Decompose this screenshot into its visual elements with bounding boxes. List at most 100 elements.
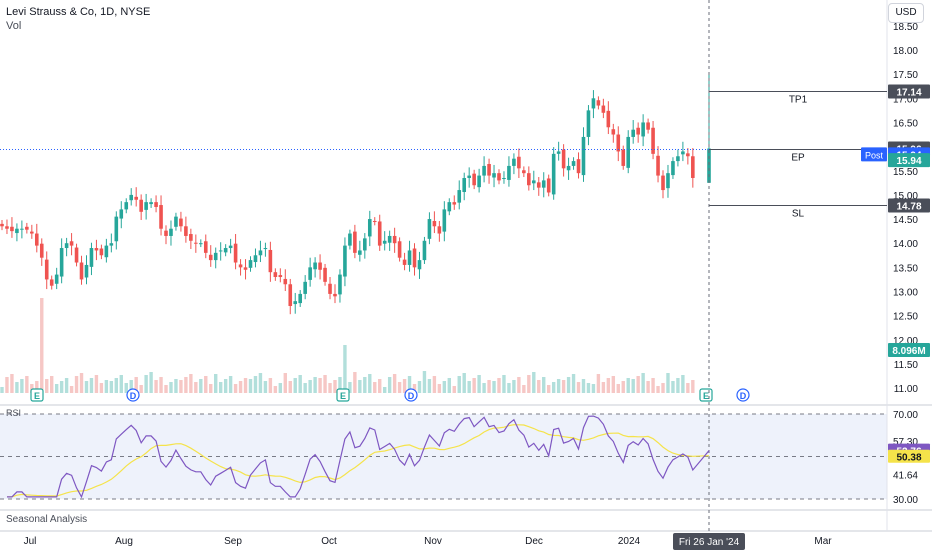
volume-bar: [422, 371, 427, 393]
volume-bar: [308, 380, 312, 393]
candle-body: [283, 278, 288, 285]
volume-bar: [20, 379, 24, 393]
candle-body: [328, 283, 332, 294]
volume-bar: [412, 384, 417, 393]
volume-bar: [492, 381, 496, 393]
candle-body: [412, 248, 417, 268]
volume-bar: [542, 377, 546, 393]
candle-body: [174, 216, 178, 227]
candle-body: [139, 199, 143, 212]
volume-bar: [258, 373, 263, 393]
candle-body: [616, 134, 621, 152]
volume-bar: [482, 383, 486, 393]
volume-bar: [646, 381, 650, 393]
volume-bar: [99, 383, 104, 393]
candle-body: [576, 159, 581, 174]
crosshair-date-label: Fri 26 Jan '24: [679, 537, 740, 548]
candle-body: [676, 156, 680, 162]
volume-bar: [40, 298, 44, 393]
candle-body: [656, 155, 660, 176]
currency-button[interactable]: USD: [888, 3, 924, 23]
volume-bar: [636, 376, 640, 393]
volume-bar: [50, 376, 54, 393]
dividend-marker[interactable]: [404, 388, 418, 402]
time-tick-label: Sep: [224, 536, 242, 547]
volume-bar: [5, 377, 9, 393]
marker-letter: D: [130, 391, 137, 401]
volume-bar: [442, 381, 447, 393]
volume-bar: [139, 385, 143, 393]
candle-body: [546, 178, 551, 193]
volume-bar: [417, 381, 422, 393]
volume-bar: [507, 383, 511, 393]
post-tag-label: Post: [865, 150, 884, 160]
candle-body: [407, 250, 412, 265]
dividend-marker[interactable]: [736, 388, 750, 402]
candle-body: [343, 245, 347, 277]
candle-body: [189, 234, 193, 241]
candle-body: [707, 148, 711, 183]
volume-bar: [114, 378, 119, 393]
volume-bar: [184, 377, 188, 393]
level-price-sl: 14.78: [896, 202, 921, 213]
post-tag: [861, 147, 887, 162]
price-tick-label: 17.50: [893, 70, 918, 81]
candle-body: [636, 127, 640, 135]
candle-body: [10, 226, 14, 232]
price-tick-label: 16.50: [893, 118, 918, 129]
volume-bar: [119, 375, 123, 393]
seasonal-analysis-label[interactable]: Seasonal Analysis: [6, 514, 88, 525]
candle-body: [263, 248, 268, 250]
candle-body: [621, 149, 626, 166]
price-tick-label: 11.00: [894, 384, 919, 395]
price-tick-label: 13.50: [893, 263, 918, 274]
candle-body: [119, 209, 124, 219]
volume-bar: [432, 376, 437, 393]
volume-bar: [253, 376, 258, 393]
candle-body: [382, 240, 387, 244]
volume-bar: [676, 378, 680, 393]
dividend-marker[interactable]: [126, 388, 140, 402]
candle-body: [377, 221, 382, 246]
candle-body: [233, 243, 238, 263]
volume-bar: [15, 382, 19, 393]
volume-bar: [248, 379, 253, 393]
candle-body: [49, 279, 54, 286]
candle-body: [512, 158, 516, 166]
candle-body: [556, 151, 561, 154]
volume-bar: [601, 382, 606, 393]
volume-bar: [502, 375, 506, 393]
candle-body: [228, 245, 233, 249]
candle-body: [566, 165, 571, 171]
level-tag-sl: [888, 198, 930, 213]
candle-body: [74, 247, 79, 263]
volume-bar: [104, 380, 109, 393]
candle-body: [218, 250, 223, 252]
price-tag: [888, 342, 930, 357]
time-tick-label: Aug: [115, 536, 133, 547]
candle-body: [492, 173, 496, 178]
price-tag: [888, 153, 930, 168]
candle-body: [338, 274, 342, 295]
candle-body: [134, 196, 138, 200]
marker-letter: D: [408, 391, 415, 401]
earnings-marker[interactable]: [336, 388, 350, 402]
volume-bar: [323, 375, 327, 393]
earnings-marker[interactable]: [30, 388, 44, 402]
candle-body: [0, 223, 4, 227]
candle-body: [54, 274, 59, 284]
volume-bar: [358, 380, 362, 393]
candle-body: [591, 98, 596, 109]
volume-bar: [586, 383, 591, 393]
candle-body: [64, 243, 69, 249]
volume-bar: [457, 376, 461, 393]
candle-body: [278, 275, 283, 278]
candle-body: [288, 284, 293, 306]
candle-body: [666, 173, 670, 189]
volume-bar: [25, 376, 29, 393]
candle-body: [114, 216, 119, 242]
candle-body: [596, 100, 601, 106]
volume-bar: [124, 383, 128, 393]
price-tick-label: 12.50: [893, 312, 918, 323]
